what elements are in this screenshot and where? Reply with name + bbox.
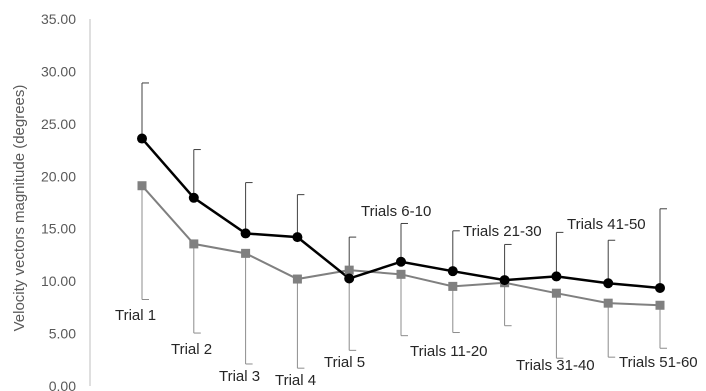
category-label: Trial 1 <box>115 307 156 324</box>
category-label: Trials 6-10 <box>361 203 431 220</box>
y-tick-label: 15.00 <box>41 221 76 237</box>
data-point-square <box>396 269 406 279</box>
data-point-square <box>448 281 458 291</box>
y-tick-label: 25.00 <box>41 116 76 132</box>
category-labels: Trial 1 Trial 2 Trial 3 Trial 4 Trial 5 Trial… <box>115 203 698 389</box>
data-point-circle <box>188 192 199 203</box>
error-bars <box>141 82 667 369</box>
data-point-circle <box>292 232 303 243</box>
series-markers <box>137 133 665 310</box>
data-point-circle <box>447 266 458 277</box>
category-label: Trial 4 <box>275 372 316 389</box>
category-label: Trial 5 <box>324 354 365 371</box>
category-label: Trials 31-40 <box>516 357 595 374</box>
data-point-square <box>344 265 354 275</box>
data-point-circle <box>137 133 147 144</box>
category-label: Trial 2 <box>171 341 212 358</box>
data-point-circle <box>240 228 251 239</box>
category-label: Trials 11-20 <box>410 343 488 360</box>
y-tick-label: 0.00 <box>49 378 76 391</box>
data-point-square <box>137 181 147 191</box>
y-tick-label: 20.00 <box>41 168 76 184</box>
data-point-circle <box>655 282 665 293</box>
y-tick-label: 30.00 <box>41 63 76 79</box>
data-point-circle <box>603 278 614 289</box>
category-label: Trials 51-60 <box>619 354 698 371</box>
data-point-circle <box>396 256 406 267</box>
data-point-circle <box>344 273 355 284</box>
category-label: Trial 3 <box>219 368 260 385</box>
data-point-square <box>551 288 561 298</box>
data-point-square <box>292 274 302 284</box>
category-label: Trials 41-50 <box>567 216 646 233</box>
y-tick-label: 5.00 <box>49 326 76 342</box>
y-axis-ticks: 0.00 5.00 10.00 15.00 20.00 25.00 30.00 35.00 <box>41 11 76 391</box>
data-point-square <box>189 239 199 249</box>
data-point-square <box>655 300 665 310</box>
data-point-circle <box>551 271 562 282</box>
data-point-square <box>603 298 613 308</box>
data-point-circle <box>499 275 510 286</box>
y-axis-label: Velocity vectors magnitude (degrees) <box>11 85 28 332</box>
category-label: Trials 21-30 <box>463 223 542 240</box>
y-tick-label: 35.00 <box>41 11 76 27</box>
data-point-square <box>241 248 251 258</box>
y-tick-label: 10.00 <box>41 273 76 289</box>
